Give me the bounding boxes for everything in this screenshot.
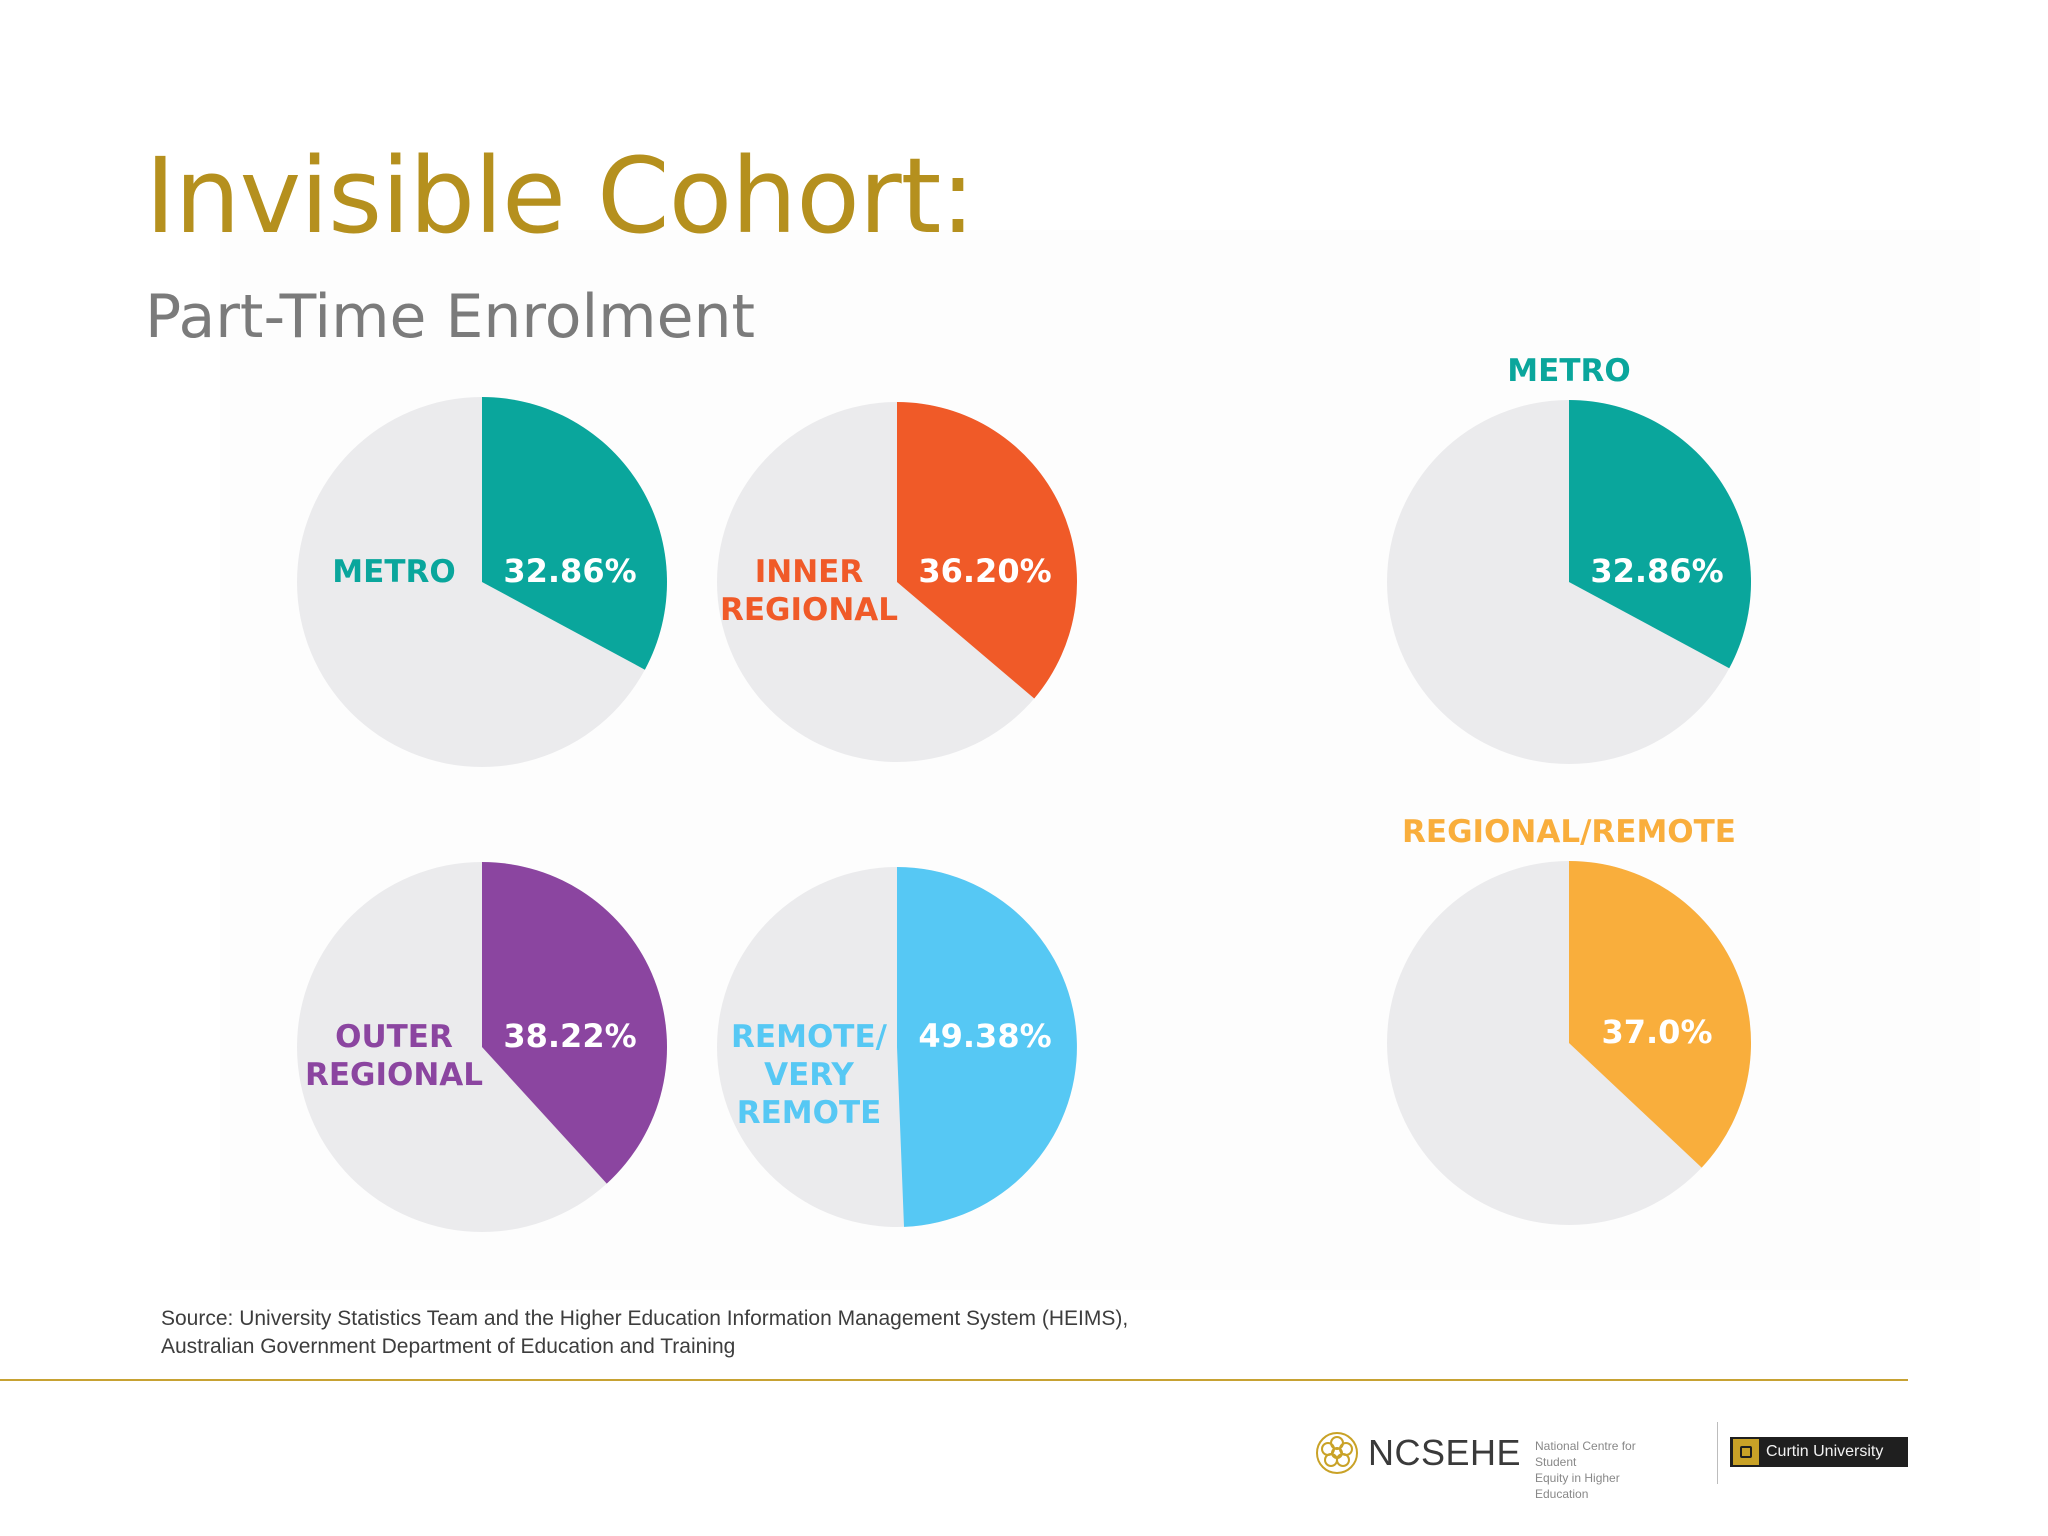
curtin-logo-text: Curtin University xyxy=(1766,1443,1884,1460)
pie-value-slice xyxy=(1569,861,1751,1168)
ncsehe-logo-icon xyxy=(1316,1432,1358,1474)
pie-charts: 32.86%METRO 36.20%INNERREGIONAL38.22%OUTE… xyxy=(297,353,1751,1232)
pie-chart-6: 37.0% REGIONAL/REMOTE xyxy=(1387,814,1751,1225)
source-line-2: Australian Government Department of Educ… xyxy=(161,1335,736,1358)
ncsehe-logo-text: NCSEHE xyxy=(1368,1432,1522,1473)
curtin-logo: Curtin University xyxy=(1730,1437,1908,1467)
footer-logos: NCSEHE National Centre for Student Equit… xyxy=(1310,1420,1910,1501)
pie-title: METRO xyxy=(1507,353,1630,389)
pie-category-label: REGIONAL xyxy=(720,592,898,628)
pie-chart-5: 32.86% METRO xyxy=(1387,353,1751,764)
pie-title: REGIONAL/REMOTE xyxy=(1402,814,1736,850)
pie-category-label: INNER xyxy=(755,554,864,590)
curtin-crest-icon xyxy=(1733,1439,1759,1465)
page-title: Invisible Cohort: xyxy=(145,135,975,257)
pie-value-label: 38.22% xyxy=(503,1017,636,1055)
pie-value-label: 36.20% xyxy=(918,552,1051,590)
pie-value-slice xyxy=(1569,400,1751,669)
pie-category-label: OUTER xyxy=(335,1019,453,1055)
ncsehe-description: National Centre for Student Equity in Hi… xyxy=(1535,1438,1675,1502)
pie-category-label: METRO xyxy=(332,554,455,590)
source-line-1: Source: University Statistics Team and t… xyxy=(161,1307,1129,1330)
pie-category-label: REMOTE xyxy=(737,1095,882,1131)
footer-divider xyxy=(0,1379,1908,1381)
pie-category-label: REGIONAL xyxy=(305,1057,483,1093)
pie-value-slice xyxy=(897,402,1078,699)
ncsehe-desc-line-2: Equity in Higher Education xyxy=(1535,1471,1620,1501)
pie-chart-1: 32.86% METRO xyxy=(297,397,667,767)
pie-value-slice xyxy=(482,862,668,1184)
pie-value-label: 32.86% xyxy=(503,552,636,590)
ncsehe-desc-line-1: National Centre for Student xyxy=(1535,1439,1636,1469)
pie-category-label: VERY xyxy=(764,1057,854,1093)
pie-value-slice xyxy=(482,397,667,670)
pie-value-slice xyxy=(897,867,1077,1227)
pie-value-label: 37.0% xyxy=(1601,1013,1712,1051)
logo-separator xyxy=(1717,1422,1718,1484)
pie-category-label: REMOTE/ xyxy=(731,1019,888,1055)
pie-value-label: 49.38% xyxy=(918,1017,1051,1055)
page-subtitle: Part-Time Enrolment xyxy=(145,282,756,352)
source-note: Source: University Statistics Team and t… xyxy=(161,1305,1461,1361)
pie-value-label: 32.86% xyxy=(1590,552,1723,590)
